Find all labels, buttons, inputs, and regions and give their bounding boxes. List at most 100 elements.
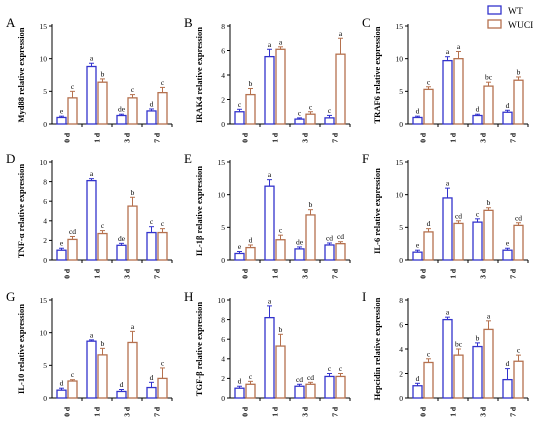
bar-wt-7d — [324, 375, 335, 399]
bar-wuci-7d — [513, 224, 524, 261]
bar-wuci-0d — [423, 361, 434, 399]
y-axis-label: IL-1β relative expression — [194, 166, 204, 256]
y-tick-label: 0 — [43, 256, 47, 265]
bar-wt-1d — [86, 179, 97, 261]
panel-letter: I — [362, 289, 366, 304]
significance-letter: d — [238, 377, 242, 386]
bar-wuci-1d — [453, 58, 464, 125]
bar-wt-1d — [264, 55, 275, 125]
bar-wt-0d — [234, 252, 245, 261]
significance-letter: a — [279, 37, 283, 46]
x-tick-label: 1 d — [271, 268, 280, 279]
y-tick-label: 4 — [399, 345, 403, 354]
x-tick-label: 0 d — [241, 406, 250, 417]
bar-wt-0d — [56, 116, 67, 125]
bar-wt-7d — [146, 386, 157, 399]
significance-letter: d — [506, 101, 510, 110]
significance-letter: cd — [326, 234, 333, 243]
bar-wt-0d — [56, 249, 67, 261]
significance-letter: a — [90, 54, 94, 63]
significance-letter: b — [279, 325, 283, 334]
significance-letter: c — [427, 77, 431, 86]
significance-letter: b — [249, 79, 253, 88]
legend: WT WUCI — [487, 5, 533, 31]
y-tick-label: 10 — [396, 54, 404, 63]
bar-wt-3d — [116, 390, 127, 399]
significance-letter: b — [131, 188, 135, 197]
significance-letter: cd — [69, 227, 76, 236]
bar-wuci-1d — [453, 354, 464, 399]
significance-letter: cd — [515, 213, 522, 222]
y-tick-label: 5 — [221, 223, 225, 232]
y-tick-label: 2 — [221, 374, 225, 383]
significance-letter: c — [427, 349, 431, 358]
significance-letter: b — [476, 333, 480, 342]
y-tick-label: 10 — [218, 296, 226, 305]
significance-letter: cd — [296, 375, 303, 384]
bar-wuci-7d — [157, 231, 168, 261]
significance-letter: e — [60, 107, 64, 116]
y-tick-label: 6 — [221, 335, 225, 344]
significance-letter: c — [161, 219, 165, 228]
bar-wt-0d — [56, 389, 67, 399]
significance-letter: bc — [485, 73, 493, 82]
bar-wuci-7d — [157, 377, 168, 399]
y-tick-label: 2 — [399, 369, 403, 378]
bar-wuci-3d — [305, 214, 316, 261]
y-tick-label: 0 — [221, 256, 225, 265]
y-tick-label: 6 — [399, 320, 403, 329]
y-tick-label: 6 — [43, 197, 47, 206]
significance-letter: a — [90, 169, 94, 178]
legend-label: WT — [508, 7, 523, 17]
x-tick-label: 7 d — [509, 406, 518, 417]
significance-letter: d — [427, 219, 431, 228]
x-tick-label: 1 d — [93, 268, 102, 279]
x-tick-label: 3 d — [123, 132, 132, 143]
significance-letter: a — [457, 42, 461, 51]
bar-wt-1d — [442, 197, 453, 261]
bar-wuci-3d — [483, 209, 494, 261]
bar-wt-3d — [472, 345, 483, 399]
significance-letter: a — [268, 40, 272, 49]
x-tick-label: 1 d — [93, 406, 102, 417]
bar-wuci-1d — [275, 345, 286, 399]
significance-letter: c — [71, 370, 75, 379]
y-tick-label: 2 — [221, 95, 225, 104]
bar-wt-7d — [324, 117, 335, 125]
y-tick-label: 15 — [396, 22, 404, 31]
x-tick-label: 1 d — [271, 406, 280, 417]
significance-letter: a — [131, 322, 135, 331]
bar-wuci-0d — [67, 97, 78, 125]
panel-letter: D — [6, 151, 15, 166]
legend-swatch — [487, 5, 502, 15]
significance-letter: c — [339, 364, 343, 373]
x-tick-label: 3 d — [301, 406, 310, 417]
significance-letter: bc — [455, 340, 463, 349]
significance-letter: de — [118, 234, 126, 243]
y-tick-label: 8 — [399, 296, 403, 305]
x-tick-label: 0 d — [63, 406, 72, 417]
significance-letter: c — [161, 358, 165, 367]
y-tick-label: 2 — [43, 236, 47, 245]
significance-letter: d — [416, 374, 420, 383]
legend-swatch — [487, 19, 502, 29]
x-tick-label: 7 d — [509, 132, 518, 143]
panel-letter: F — [362, 151, 369, 166]
significance-letter: cd — [337, 232, 344, 241]
significance-letter: a — [446, 47, 450, 56]
x-tick-label: 3 d — [123, 406, 132, 417]
panel-letter: B — [184, 15, 193, 30]
bar-wuci-0d — [245, 93, 256, 125]
panel-f: FIL-6 relative expression 0 5 10 15 e d 0 d a cd 1… — [362, 151, 529, 279]
significance-letter: c — [150, 217, 154, 226]
y-tick-label: 5 — [43, 87, 47, 96]
bar-wt-3d — [472, 114, 483, 125]
y-tick-label: 10 — [218, 190, 226, 199]
y-axis-label: TRAF6 relative expression — [372, 26, 382, 123]
bar-wuci-0d — [423, 88, 434, 125]
legend-item-wt: WT — [487, 5, 523, 17]
y-tick-label: 10 — [40, 54, 48, 63]
significance-letter: c — [309, 102, 313, 111]
